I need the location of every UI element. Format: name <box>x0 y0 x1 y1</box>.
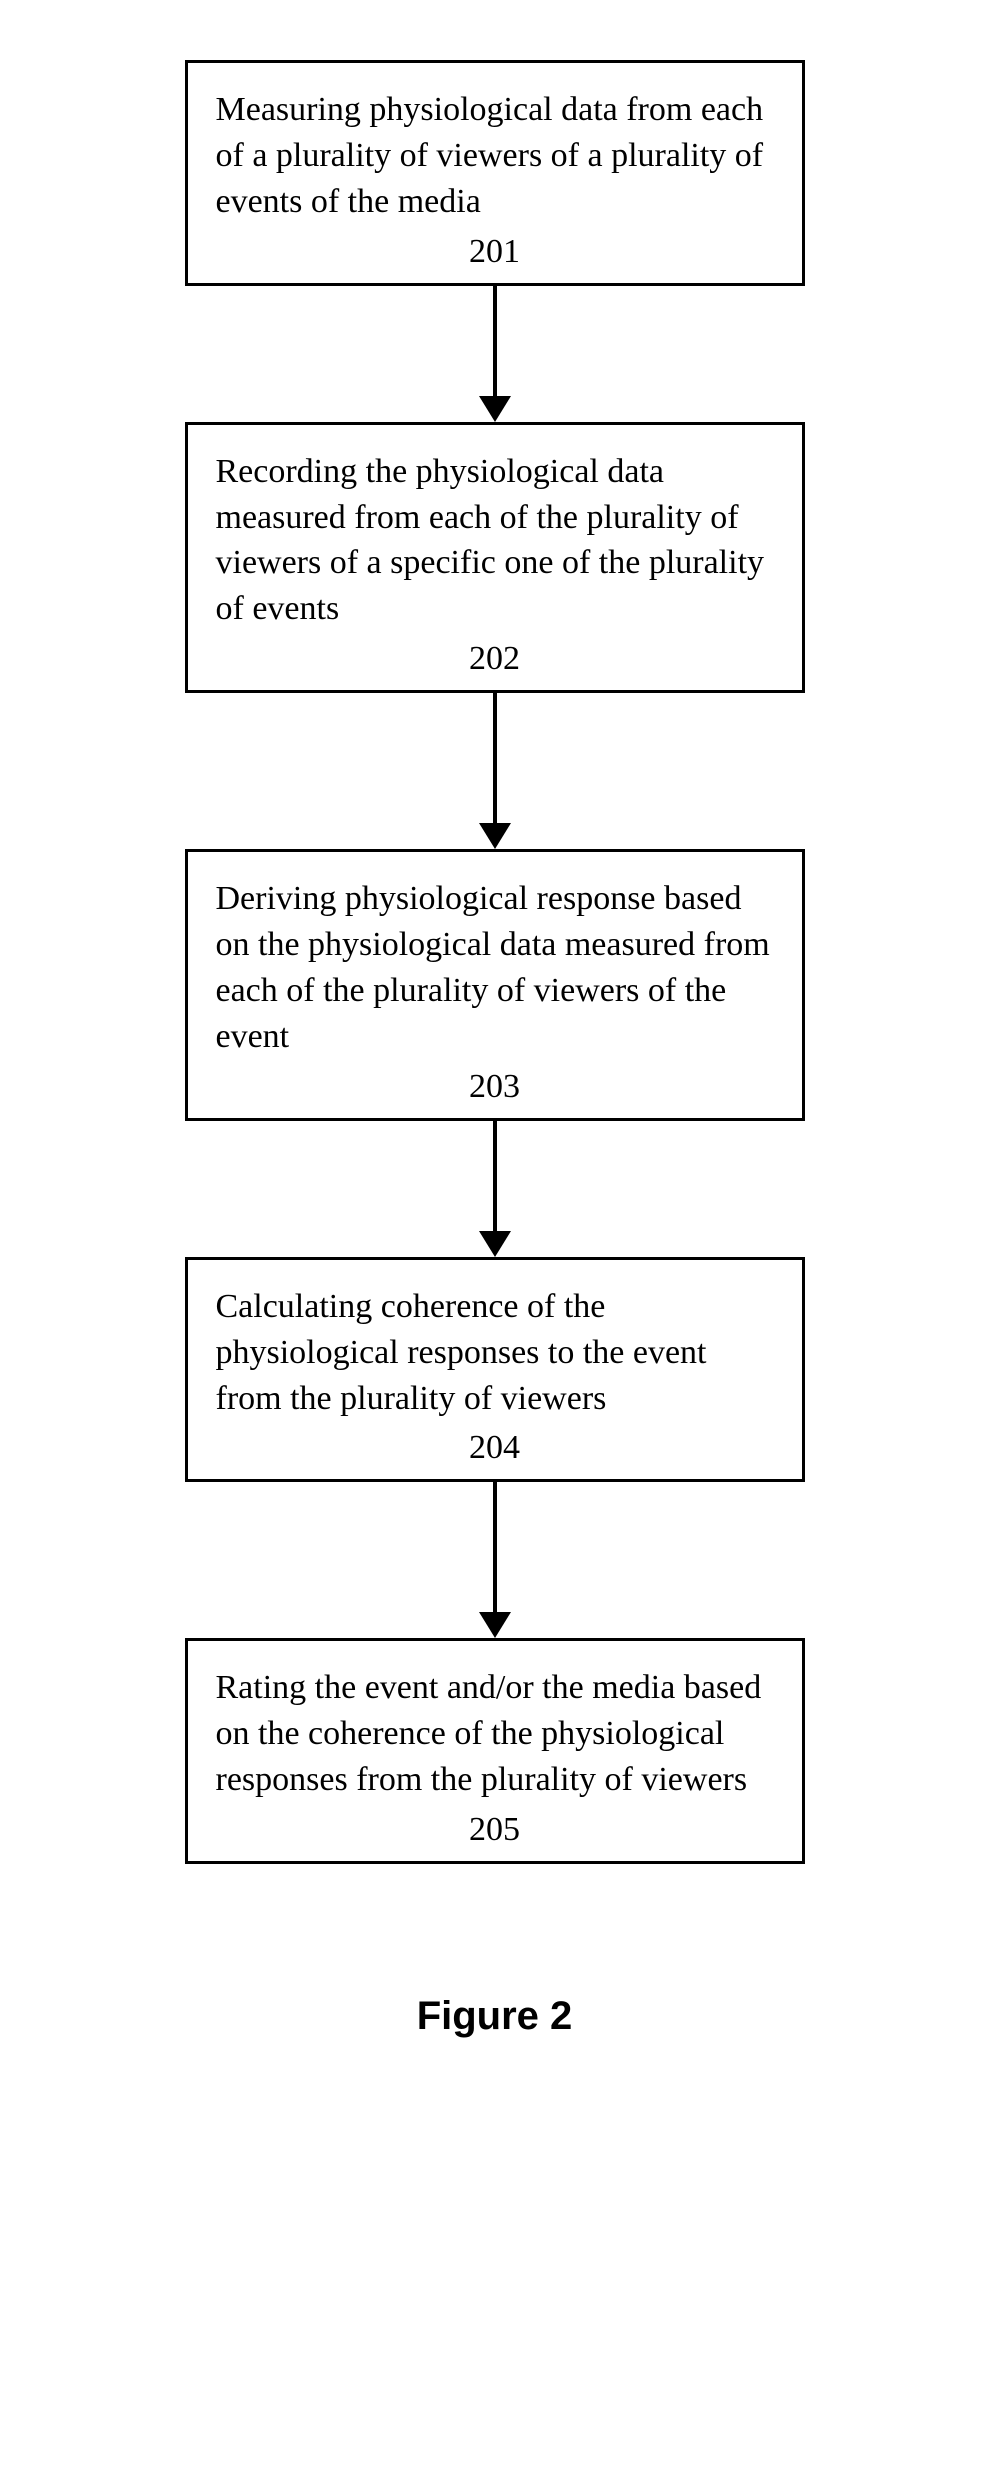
arrow-head-icon <box>479 396 511 422</box>
flow-arrow <box>479 1121 511 1257</box>
figure-caption: Figure 2 <box>0 1994 989 2039</box>
step-text: Rating the event and/or the media based … <box>216 1665 774 1803</box>
flowchart-container: Measuring physiological data from each o… <box>0 0 989 1904</box>
step-number: 205 <box>216 1811 774 1849</box>
arrow-line <box>493 286 497 396</box>
flowchart-step: Measuring physiological data from each o… <box>185 60 805 286</box>
step-number: 201 <box>216 233 774 271</box>
step-text: Measuring physiological data from each o… <box>216 87 774 225</box>
arrow-line <box>493 693 497 823</box>
flow-arrow <box>479 1482 511 1638</box>
arrow-head-icon <box>479 823 511 849</box>
arrow-line <box>493 1121 497 1231</box>
flow-arrow <box>479 693 511 849</box>
flowchart-step: Recording the physiological data measure… <box>185 422 805 694</box>
step-text: Calculating coherence of the physiologic… <box>216 1284 774 1422</box>
flowchart-step: Deriving physiological response based on… <box>185 849 805 1121</box>
step-text: Deriving physiological response based on… <box>216 876 774 1060</box>
flowchart-step: Calculating coherence of the physiologic… <box>185 1257 805 1483</box>
arrow-head-icon <box>479 1231 511 1257</box>
arrow-line <box>493 1482 497 1612</box>
step-text: Recording the physiological data measure… <box>216 449 774 633</box>
step-number: 204 <box>216 1429 774 1467</box>
flowchart-step: Rating the event and/or the media based … <box>185 1638 805 1864</box>
flow-arrow <box>479 286 511 422</box>
step-number: 202 <box>216 640 774 678</box>
arrow-head-icon <box>479 1612 511 1638</box>
step-number: 203 <box>216 1068 774 1106</box>
